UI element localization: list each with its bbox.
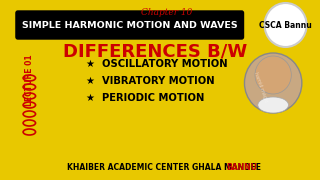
Text: KHAIBER ACADEMIC CENTER GHALA MANDEE: KHAIBER ACADEMIC CENTER GHALA MANDEE bbox=[67, 163, 263, 172]
Ellipse shape bbox=[258, 97, 288, 113]
Text: hamid magic: hamid magic bbox=[253, 71, 268, 103]
Text: ★  OSCILLATORY MOTION: ★ OSCILLATORY MOTION bbox=[86, 59, 228, 69]
Circle shape bbox=[265, 3, 307, 47]
Text: SIMPLE HARMONIC MOTION AND WAVES: SIMPLE HARMONIC MOTION AND WAVES bbox=[22, 21, 237, 30]
Circle shape bbox=[244, 53, 302, 113]
Text: ★  VIBRATORY MOTION: ★ VIBRATORY MOTION bbox=[86, 76, 214, 86]
Circle shape bbox=[255, 56, 291, 94]
FancyBboxPatch shape bbox=[16, 11, 244, 39]
Text: LECTURE 01: LECTURE 01 bbox=[25, 54, 34, 106]
Text: Chapter 10: Chapter 10 bbox=[141, 8, 193, 17]
Text: BANNU: BANNU bbox=[226, 163, 257, 172]
Text: ★  PERIODIC MOTION: ★ PERIODIC MOTION bbox=[86, 93, 204, 103]
Text: DIFFERENCES B/W: DIFFERENCES B/W bbox=[63, 42, 248, 60]
Text: CSCA Bannu: CSCA Bannu bbox=[259, 21, 312, 30]
